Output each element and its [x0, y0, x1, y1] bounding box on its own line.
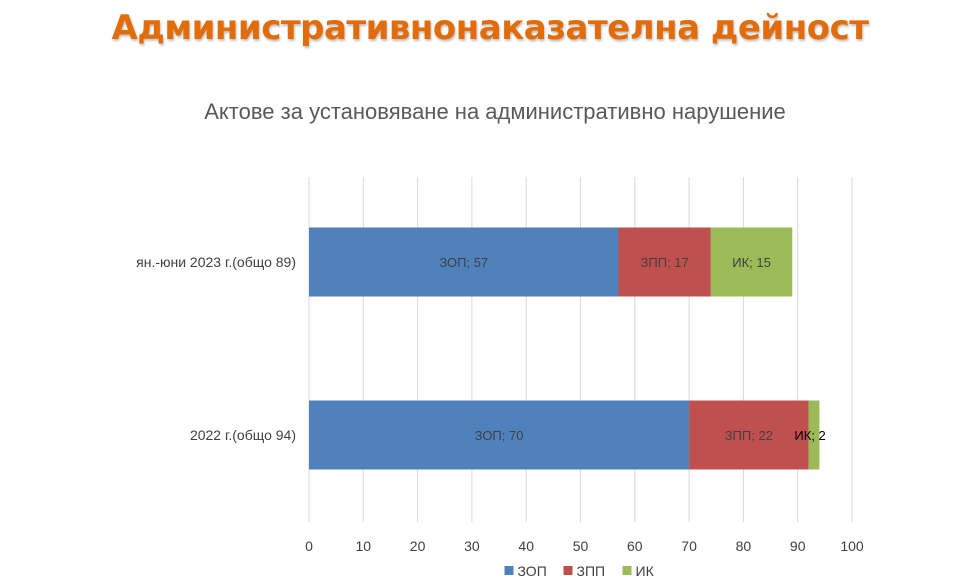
bar-segment [618, 227, 711, 297]
x-tick-label: 50 [573, 538, 589, 554]
legend-label: ИК [636, 563, 655, 579]
category-label: ян.-юни 2023 г.(общо 89) [136, 254, 296, 270]
x-tick-label: 20 [410, 538, 426, 554]
bar-segment [689, 400, 809, 470]
x-tick-label: 40 [518, 538, 534, 554]
data-label: ЗОП; 70 [475, 428, 524, 443]
data-label: ЗПП; 17 [641, 255, 689, 270]
bar-segment [309, 227, 619, 297]
bar-segment [309, 400, 690, 470]
legend-label: ЗПП [577, 563, 606, 579]
x-tick-label: 80 [736, 538, 752, 554]
x-tick-label: 90 [790, 538, 806, 554]
legend-swatch [563, 566, 573, 575]
x-tick-label: 10 [356, 538, 372, 554]
legend: ЗОП ЗПП ИК [504, 563, 655, 579]
bar-segment [808, 400, 820, 470]
bar-segment [710, 227, 793, 297]
category-label: 2022 г.(общо 94) [190, 427, 296, 443]
axes: 0 10 20 30 40 50 60 70 80 90 100 2022 г.(общо 94) ян… [136, 254, 864, 554]
x-tick-label: 100 [840, 538, 864, 554]
data-label: ИК; 2 [794, 428, 825, 443]
x-tick-label: 30 [464, 538, 480, 554]
legend-label: ЗОП [518, 563, 547, 579]
chart-title: Актове за установяване на административн… [204, 99, 786, 124]
x-tick-label: 60 [627, 538, 643, 554]
bars [309, 227, 820, 470]
page-title: Административнонаказателна дейност [111, 8, 869, 48]
data-label: ИК; 15 [732, 255, 771, 270]
data-label: ЗОП; 57 [439, 255, 488, 270]
data-label: ЗПП; 22 [725, 428, 773, 443]
legend-swatch [504, 566, 514, 575]
x-tick-label: 0 [305, 538, 313, 554]
data-labels: ЗОП; 70 ЗПП; 22 ИК; 2 ЗОП; 57 ЗПП; 17 ИК; 15 [439, 255, 825, 443]
x-tick-label: 70 [681, 538, 697, 554]
legend-swatch [622, 566, 632, 575]
